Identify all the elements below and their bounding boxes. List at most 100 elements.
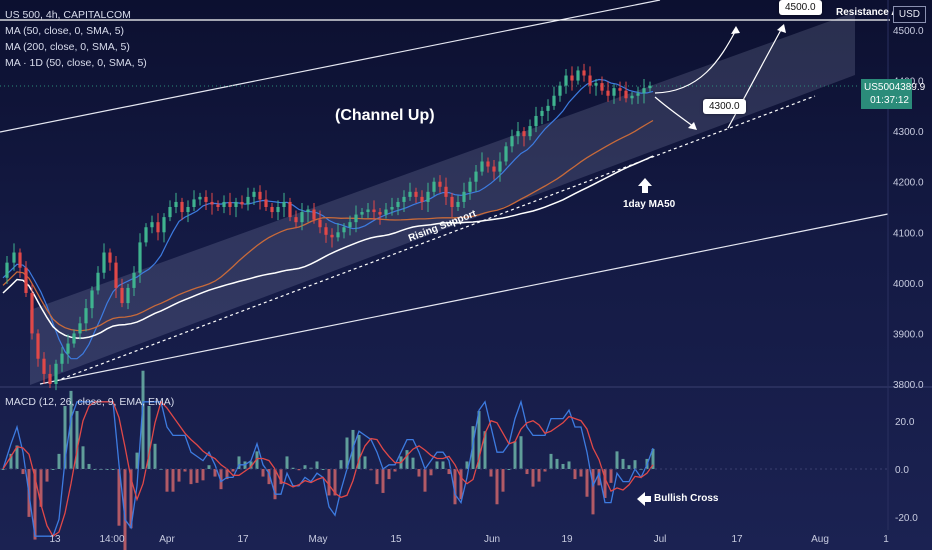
macd-histogram-bar xyxy=(69,390,73,469)
candle-body xyxy=(312,209,316,220)
candle-body xyxy=(546,105,550,111)
macd-histogram-bar xyxy=(219,469,223,490)
macd-histogram-bar xyxy=(9,453,13,469)
candle-body xyxy=(366,209,370,213)
target-4300-callout: 4300.0 xyxy=(703,99,746,114)
candle-body xyxy=(618,88,622,91)
time-tick-label: 13 xyxy=(49,534,61,545)
candle-body xyxy=(294,217,298,223)
candle-body xyxy=(504,146,508,162)
macd-histogram-bar xyxy=(615,451,619,469)
price-tick-label: 4500.0 xyxy=(893,26,924,37)
candle-body xyxy=(522,131,526,137)
candle-body xyxy=(450,196,454,207)
macd-histogram-bar xyxy=(459,469,463,500)
candle-body xyxy=(402,196,406,202)
projection-arrow-down-head xyxy=(688,122,697,130)
candle-body xyxy=(66,343,70,354)
macd-histogram-bar xyxy=(141,370,145,469)
candle-body xyxy=(474,171,478,182)
upper-channel-outer-line xyxy=(0,0,661,133)
macd-histogram-bar xyxy=(369,469,373,471)
candle-body xyxy=(138,242,142,273)
candle-body xyxy=(204,196,208,202)
macd-histogram-bar xyxy=(537,469,541,482)
candle-body xyxy=(282,201,286,207)
projection-arrow-curve-head xyxy=(731,26,740,34)
candle-body xyxy=(444,186,448,197)
macd-histogram-bar xyxy=(477,411,481,469)
macd-histogram-bar xyxy=(471,426,475,469)
macd-histogram-bar xyxy=(375,469,379,485)
macd-histogram-bar xyxy=(39,469,43,507)
candle-body xyxy=(258,191,262,200)
candle-body xyxy=(636,93,640,96)
candle-body xyxy=(624,90,628,99)
ma1d-legend: MA · 1D (50, close, 0, SMA, 5) xyxy=(5,57,147,69)
candle-body xyxy=(336,232,340,238)
candle-body xyxy=(456,201,460,207)
candle-body xyxy=(246,196,250,205)
candle-body xyxy=(192,199,196,207)
price-tick-label: 4000.0 xyxy=(893,279,924,290)
macd-histogram-bar xyxy=(621,458,625,469)
candle-body xyxy=(570,75,574,81)
candle-body xyxy=(168,207,172,218)
candle-body xyxy=(228,201,232,207)
candle-body xyxy=(480,161,484,172)
macd-histogram-bar xyxy=(507,469,511,470)
candle-body xyxy=(330,234,334,238)
candle-body xyxy=(84,308,88,324)
macd-histogram-bar xyxy=(465,461,469,469)
macd-histogram-bar xyxy=(531,469,535,487)
macd-histogram-bar xyxy=(291,467,295,469)
candle-body xyxy=(102,252,106,273)
macd-signal-line xyxy=(2,400,654,538)
macd-histogram-bar xyxy=(417,469,421,477)
candle-body xyxy=(30,292,34,334)
candle-body xyxy=(378,212,382,215)
ma200-line xyxy=(2,119,654,332)
currency-button[interactable]: USD xyxy=(892,6,926,23)
macd-histogram-bar xyxy=(153,443,157,469)
candle-body xyxy=(348,222,352,228)
macd-histogram-bar xyxy=(525,469,529,475)
macd-histogram-bar xyxy=(333,469,337,496)
macd-histogram-bar xyxy=(441,461,445,469)
macd-histogram-bar xyxy=(405,450,409,469)
candle-body xyxy=(150,222,154,228)
macd-histogram-bar xyxy=(501,469,505,492)
time-tick-label: May xyxy=(309,534,328,545)
macd-histogram-bar xyxy=(177,469,181,482)
candle-body xyxy=(528,126,532,137)
time-tick-label: 17 xyxy=(237,534,249,545)
macd-histogram-bar xyxy=(1,469,5,470)
candle-body xyxy=(498,161,502,172)
macd-histogram-bar xyxy=(315,461,319,469)
candle-body xyxy=(360,212,364,215)
macd-histogram-bar xyxy=(495,469,499,505)
candle-body xyxy=(564,75,568,86)
candle-body xyxy=(384,209,388,215)
chart-legend: US 500, 4h, CAPITALCOM MA (50, close, 0,… xyxy=(5,7,147,71)
macd-histogram-bar xyxy=(321,469,325,470)
macd-histogram-bar xyxy=(273,469,277,500)
macd-histogram-bar xyxy=(633,460,637,469)
candle-body xyxy=(606,90,610,96)
candle-body xyxy=(420,196,424,202)
macd-histogram-bar xyxy=(561,463,565,469)
candle-body xyxy=(576,70,580,81)
bullish-cross-arrow xyxy=(637,492,651,506)
candle-body xyxy=(216,204,220,207)
candle-body xyxy=(396,201,400,207)
candle-body xyxy=(18,252,22,268)
candle-body xyxy=(300,212,304,223)
macd-histogram-bar xyxy=(189,469,193,485)
macd-histogram-bar xyxy=(567,461,571,469)
time-axis: 13 14:00 Apr 17 May 15 Jun 19 Jul 17 Aug 1 xyxy=(49,534,889,545)
candle-body xyxy=(72,333,76,344)
ma50-up-arrow xyxy=(638,178,652,193)
macd-histogram-bar xyxy=(363,456,367,469)
macd-histogram-bar xyxy=(51,469,55,470)
